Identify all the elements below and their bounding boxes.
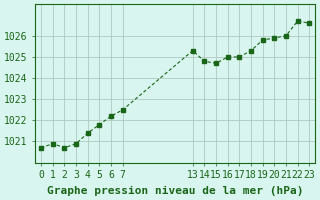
X-axis label: Graphe pression niveau de la mer (hPa): Graphe pression niveau de la mer (hPa) <box>47 186 303 196</box>
